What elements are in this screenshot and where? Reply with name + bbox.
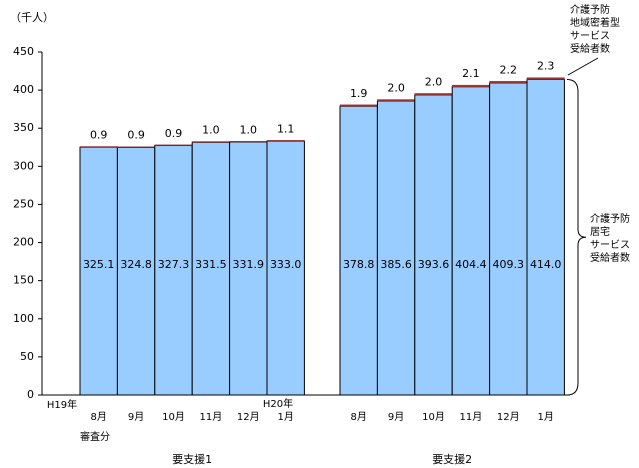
data-label: 1.0	[240, 123, 258, 136]
data-label: 2.2	[500, 63, 518, 76]
legend-pointer	[567, 57, 599, 76]
bar-segment	[339, 104, 378, 107]
y-tick-label: 100	[13, 312, 34, 325]
bar-segment	[79, 146, 118, 396]
data-label: 0.9	[165, 127, 183, 140]
bar-segment	[339, 105, 378, 396]
legend-brace	[566, 78, 587, 396]
bar-segment	[526, 77, 565, 80]
y-tick-label: 50	[20, 350, 34, 363]
bar-segment	[376, 100, 416, 396]
annotation: H20年	[263, 397, 293, 410]
bar-segment	[377, 99, 416, 102]
legend-label: 地域密着型	[570, 16, 620, 29]
data-label: 1.9	[350, 87, 368, 100]
legend-label: 受給者数	[570, 42, 610, 55]
x-tick-label: 9月	[128, 411, 144, 423]
y-tick-label: 400	[13, 83, 34, 96]
annotation: 審査分	[80, 430, 110, 443]
group-label: 要支援1	[172, 452, 212, 466]
y-tick-label: 350	[13, 121, 34, 134]
data-label: 2.0	[425, 75, 443, 88]
x-tick-label: 10月	[422, 411, 445, 423]
bar-segment	[116, 146, 156, 396]
data-label: 331.5	[195, 258, 227, 271]
data-label: 393.6	[418, 258, 450, 271]
x-tick-label: 1月	[538, 411, 554, 423]
data-label: 324.8	[120, 258, 152, 271]
legend-label: 受給者数	[590, 251, 630, 264]
data-label: 331.9	[233, 258, 265, 271]
bar-segment	[451, 86, 491, 396]
bar-segment	[414, 93, 453, 96]
x-tick-label: 11月	[200, 411, 223, 423]
bar-segment	[191, 141, 230, 143]
y-tick-label: 250	[13, 197, 34, 210]
bar-segment	[526, 78, 565, 396]
x-tick-label: 12月	[237, 411, 260, 423]
y-tick-label: 300	[13, 159, 34, 172]
legend-label: 介護予防	[590, 212, 630, 225]
data-label: 1.1	[277, 122, 295, 135]
bar-segment	[451, 84, 490, 88]
data-label: 2.3	[537, 60, 555, 73]
legend-label: サービス	[590, 239, 630, 251]
x-tick-label: 8月	[351, 411, 367, 423]
y-tick-label: 150	[13, 274, 34, 287]
annotation: H19年	[47, 398, 77, 411]
bar-segment	[154, 145, 193, 396]
x-tick-label: 8月	[91, 411, 107, 423]
bar-segment	[489, 81, 528, 84]
bar-segment	[489, 82, 528, 396]
x-tick-label: 11月	[460, 411, 483, 423]
bar-segment	[414, 94, 453, 396]
data-label: 327.3	[158, 258, 190, 271]
y-tick-label: 200	[13, 236, 34, 249]
data-label: 325.1	[83, 258, 115, 271]
data-label: 1.0	[202, 124, 220, 137]
bar-segment	[79, 146, 118, 148]
bar-segment	[229, 141, 268, 143]
x-tick-label: 1月	[278, 411, 294, 423]
data-label: 0.9	[127, 129, 145, 142]
data-label: 414.0	[530, 258, 562, 271]
x-tick-label: 10月	[162, 411, 185, 423]
legend-label: 介護予防	[570, 3, 610, 16]
bar-segment	[154, 144, 193, 146]
bar-segment	[117, 146, 156, 148]
x-tick-label: 12月	[497, 411, 520, 423]
data-label: 378.8	[343, 258, 375, 271]
legend-label: サービス	[570, 30, 610, 42]
data-label: 2.0	[387, 82, 405, 95]
data-label: 404.4	[455, 258, 487, 271]
bar-segment	[266, 140, 305, 142]
y-axis-label: （千人）	[10, 11, 54, 24]
data-label: 409.3	[493, 258, 525, 271]
x-tick-label: 9月	[388, 411, 404, 423]
data-label: 385.6	[380, 258, 412, 271]
data-label: 2.1	[462, 67, 480, 80]
data-label: 333.0	[270, 258, 302, 271]
legend-label: 居宅	[590, 225, 610, 238]
y-tick-label: 450	[13, 45, 34, 58]
data-label: 0.9	[90, 129, 108, 142]
group-label: 要支援2	[432, 452, 472, 466]
y-tick-label: 0	[27, 388, 34, 401]
